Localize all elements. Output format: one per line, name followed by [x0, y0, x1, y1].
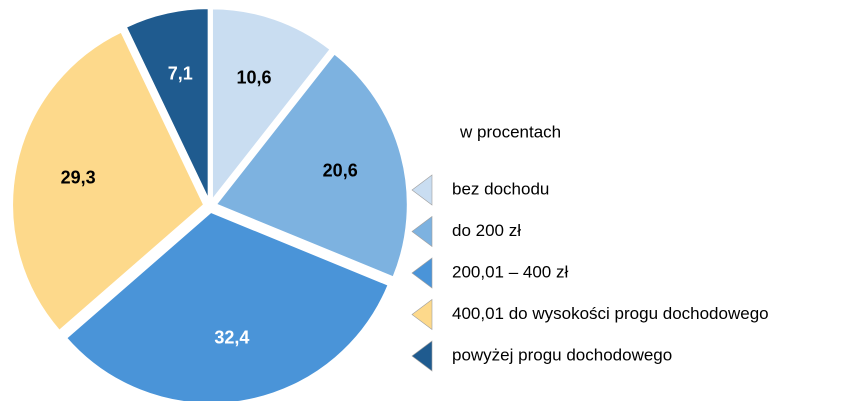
chart-subtitle: w procentach	[459, 122, 561, 141]
data-label: 29,3	[61, 167, 96, 187]
data-label: 32,4	[214, 328, 249, 348]
legend-label: 200,01 – 400 zł	[452, 262, 568, 281]
pie-slice	[124, 7, 210, 201]
data-label: 20,6	[323, 160, 358, 180]
legend-label: 400,01 do wysokości progu dochodowego	[452, 304, 769, 323]
legend-swatch	[411, 340, 433, 372]
legend-swatch	[411, 215, 433, 248]
pie-slice	[11, 30, 206, 333]
legend-swatch	[411, 257, 433, 289]
pie-slice	[64, 210, 390, 401]
pie-slice	[214, 52, 409, 279]
legend-label: do 200 zł	[452, 221, 521, 240]
pie-slice	[210, 7, 332, 204]
legend-label: powyżej progu dochodowego	[452, 345, 672, 364]
legend-swatch	[411, 174, 433, 206]
legend-swatch	[411, 298, 433, 331]
legend-label: bez dochodu	[452, 179, 549, 198]
data-label: 10,6	[236, 68, 271, 88]
data-label: 7,1	[168, 63, 193, 83]
